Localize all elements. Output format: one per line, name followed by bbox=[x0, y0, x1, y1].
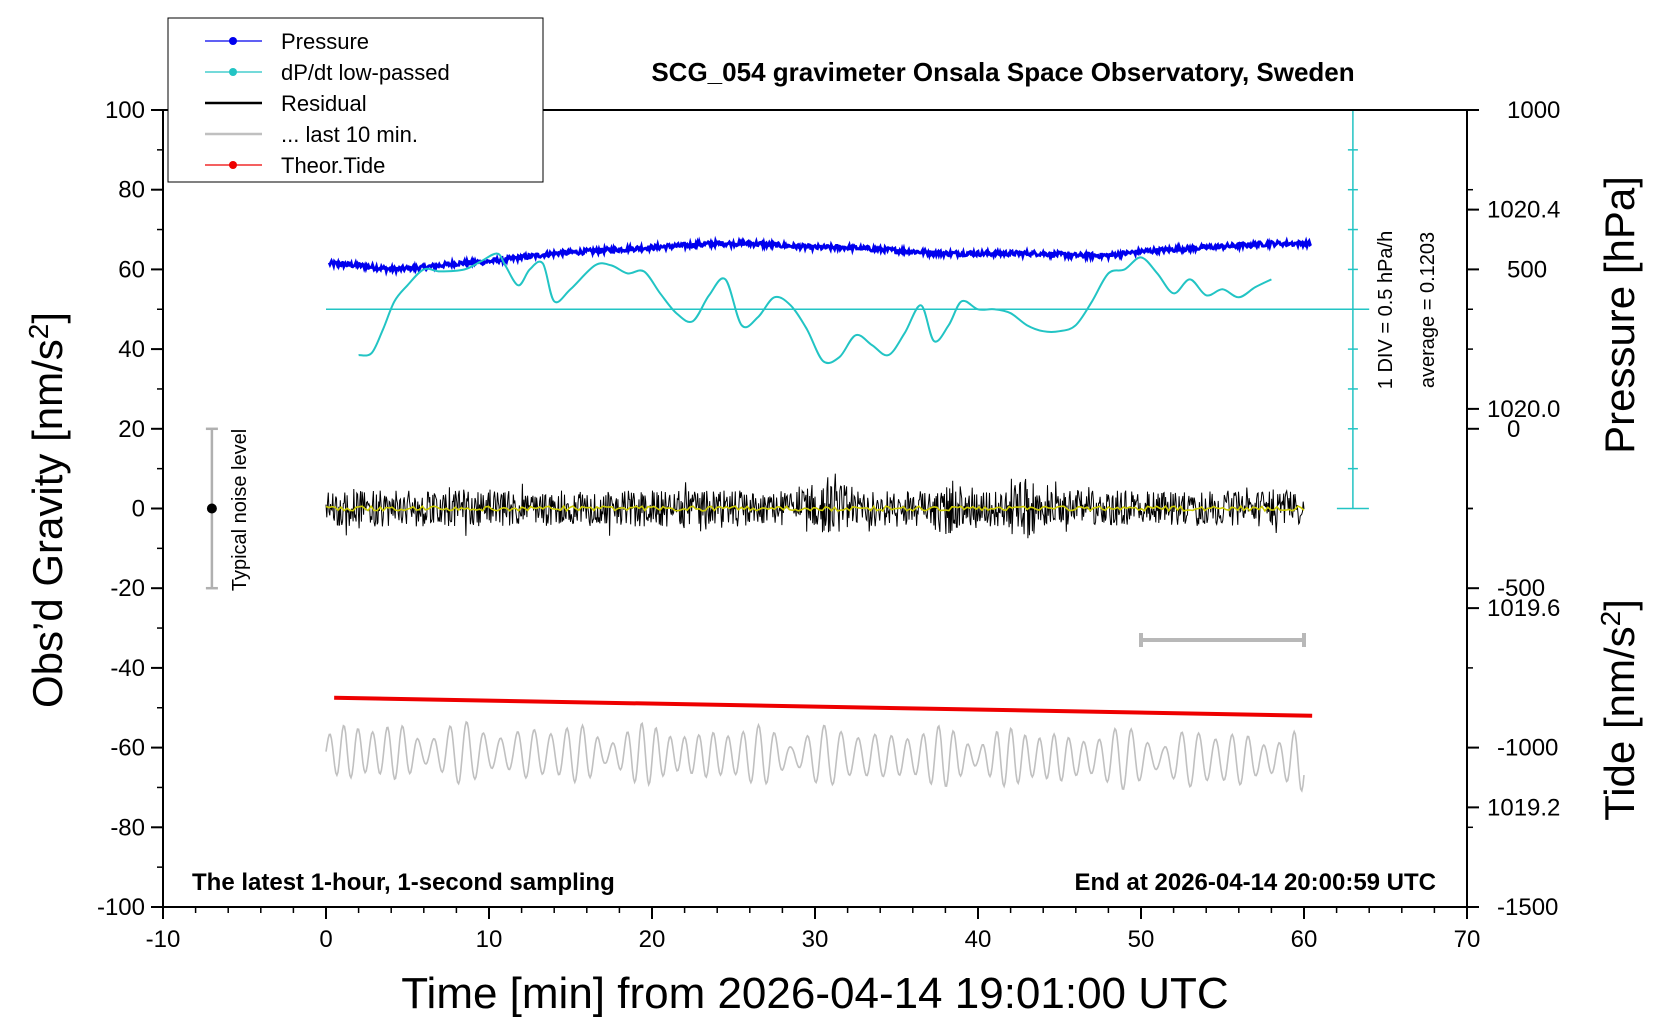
y-tick-label: 20 bbox=[118, 416, 145, 443]
bottom-left-note: The latest 1-hour, 1-second sampling bbox=[192, 869, 615, 896]
dpdt-average-label: average = 0.1203 bbox=[1417, 232, 1439, 388]
legend-items: Pressure dP/dt low-passed Residual ... last… bbox=[205, 29, 450, 178]
legend-marker bbox=[229, 37, 237, 45]
x-tick-label: 50 bbox=[1128, 926, 1155, 953]
pressure-tick-label: 1019.6 bbox=[1487, 595, 1560, 622]
noise-bar-center bbox=[206, 503, 217, 514]
legend-label: Residual bbox=[281, 91, 367, 116]
legend-box bbox=[167, 17, 544, 183]
y-axis-title-tide-main: Tide [nm/s bbox=[1596, 626, 1643, 821]
x-tick-label: 20 bbox=[639, 926, 666, 953]
y-axis-title-tide-close: ] bbox=[1596, 599, 1643, 611]
x-tick-label: -10 bbox=[146, 926, 181, 953]
y-axis-title-tide: Tide [nm/s2] bbox=[1595, 599, 1643, 821]
chart-title: SCG_054 gravimeter Onsala Space Observat… bbox=[651, 57, 1354, 87]
x-tick-label: 10 bbox=[476, 926, 503, 953]
y-tick-label: -60 bbox=[110, 735, 145, 762]
residual-series-line bbox=[325, 473, 1305, 539]
tide-tick-label: 1000 bbox=[1507, 97, 1560, 124]
y-axis-title-left-close: ] bbox=[24, 312, 71, 324]
y-axis-title-tide-sup: 2 bbox=[1595, 611, 1626, 627]
residual-smoothed-line bbox=[325, 504, 1305, 513]
pressure-tick-label: 1020.0 bbox=[1487, 396, 1560, 423]
dpdt-scale-label: 1 DIV = 0.5 hPa/h bbox=[1375, 231, 1397, 389]
tide-tick-label: 0 bbox=[1507, 416, 1520, 443]
pressure-tick-label: 1019.2 bbox=[1487, 794, 1560, 821]
pressure-tick-label: 1020.4 bbox=[1487, 197, 1560, 224]
plot-layer bbox=[205, 109, 1370, 793]
y-tick-label: -100 bbox=[97, 894, 145, 921]
x-tick-label: 70 bbox=[1454, 926, 1481, 953]
last-10-min-series-line bbox=[325, 720, 1305, 793]
tide-series-line bbox=[334, 695, 1313, 718]
pressure-series-line bbox=[327, 235, 1313, 278]
y-axis-title-pressure: Pressure [hPa] bbox=[1596, 176, 1643, 454]
y-axis-title-left: Obs’d Gravity [nm/s2] bbox=[23, 312, 71, 708]
y-axis-title-left-main: Obs’d Gravity [nm/s bbox=[24, 339, 71, 708]
y-tick-label: 80 bbox=[118, 177, 145, 204]
y-axis-title-left-sup: 2 bbox=[23, 324, 54, 340]
axes-layer: -10 0 10 20 30 40 50 60 70100806040200-20-40-60-… bbox=[97, 97, 1560, 953]
dpdt-series-line bbox=[358, 252, 1272, 365]
tide-tick-label: -1000 bbox=[1497, 735, 1558, 762]
y-tick-label: -80 bbox=[110, 814, 145, 841]
legend-marker bbox=[229, 161, 237, 169]
bottom-right-note: End at 2026-04-14 20:00:59 UTC bbox=[1075, 869, 1437, 896]
x-tick-label: 40 bbox=[965, 926, 992, 953]
y-tick-label: 0 bbox=[132, 496, 145, 523]
legend-label: Theor.Tide bbox=[281, 153, 385, 178]
y-tick-label: -40 bbox=[110, 655, 145, 682]
legend-label: Pressure bbox=[281, 29, 369, 54]
x-tick-label: 30 bbox=[802, 926, 829, 953]
y-tick-label: 100 bbox=[105, 97, 145, 124]
legend-label: ... last 10 min. bbox=[281, 122, 418, 147]
x-tick-label: 0 bbox=[319, 926, 332, 953]
x-tick-label: 60 bbox=[1291, 926, 1318, 953]
legend-marker bbox=[229, 68, 237, 76]
y-tick-label: -20 bbox=[110, 575, 145, 602]
tide-tick-label: -500 bbox=[1497, 575, 1545, 602]
tide-tick-label: 500 bbox=[1507, 256, 1547, 283]
x-axis-title: Time [min] from 2026-04-14 19:01:00 UTC bbox=[401, 969, 1228, 1018]
legend-label: dP/dt low-passed bbox=[281, 60, 450, 85]
legend: Pressure dP/dt low-passed Residual ... last… bbox=[167, 17, 544, 183]
y-tick-label: 60 bbox=[118, 256, 145, 283]
tide-tick-label: -1500 bbox=[1497, 894, 1558, 921]
y-tick-label: 40 bbox=[118, 336, 145, 363]
noise-level-label: Typical noise level bbox=[229, 429, 251, 591]
